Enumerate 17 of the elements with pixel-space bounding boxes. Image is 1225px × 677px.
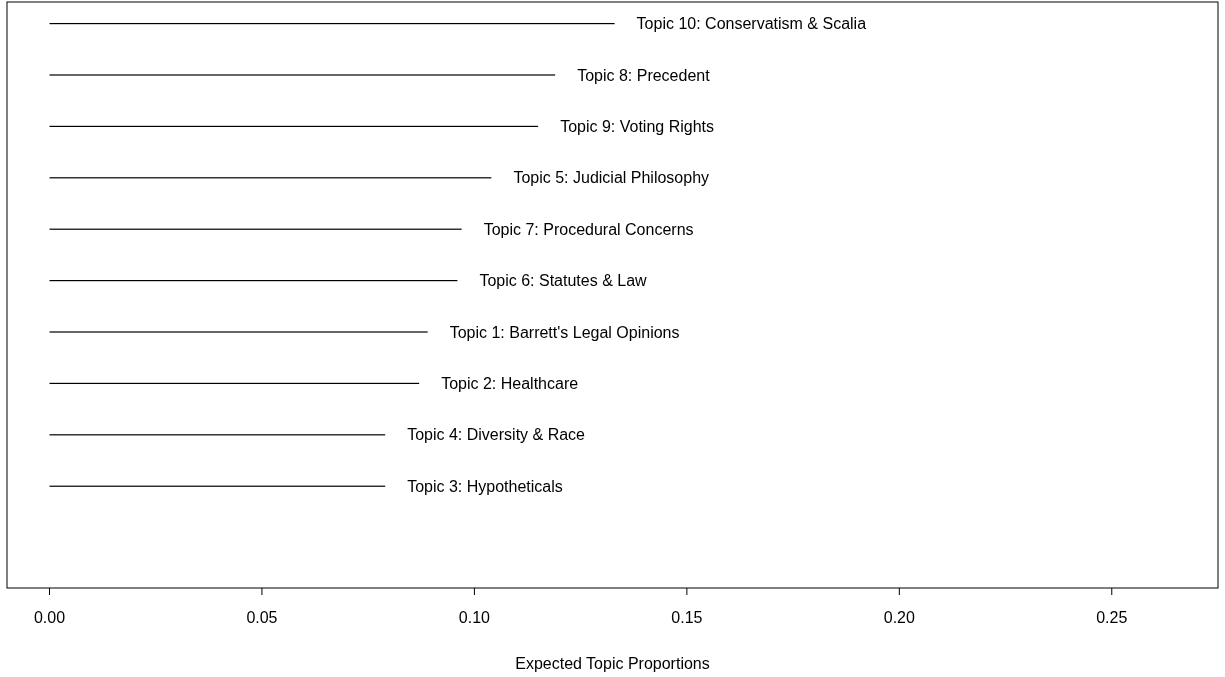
x-tick-label: 0.10 [458,609,491,626]
x-axis-title: Expected Topic Proportions [515,655,710,672]
y-tick-label: Topic 10: Conservatism & Scalia [636,15,867,33]
y-tick-label: Topic 7: Procedural Concerns [483,220,694,238]
x-tick-label: 0.05 [246,609,278,626]
x-tick-label: 0.20 [883,609,915,626]
y-tick-label: Topic 5: Judicial Philosophy [513,169,710,187]
x-tick-label: 0.00 [33,609,66,626]
y-tick-label: Topic 6: Statutes & Law [479,272,648,290]
y-tick-label: Topic 1: Barrett's Legal Opinions [449,323,680,341]
y-tick-label: Topic 4: Diversity & Race [407,426,586,444]
y-tick-label: Topic 2: Healthcare [441,375,579,393]
x-tick-label: 0.25 [1096,609,1128,626]
y-tick-label: Topic 9: Voting Rights [560,118,715,135]
y-tick-label: Topic 8: Precedent [577,66,711,84]
x-tick-label: 0.15 [671,609,703,626]
y-tick-label: Topic 3: Hypotheticals [407,477,563,495]
